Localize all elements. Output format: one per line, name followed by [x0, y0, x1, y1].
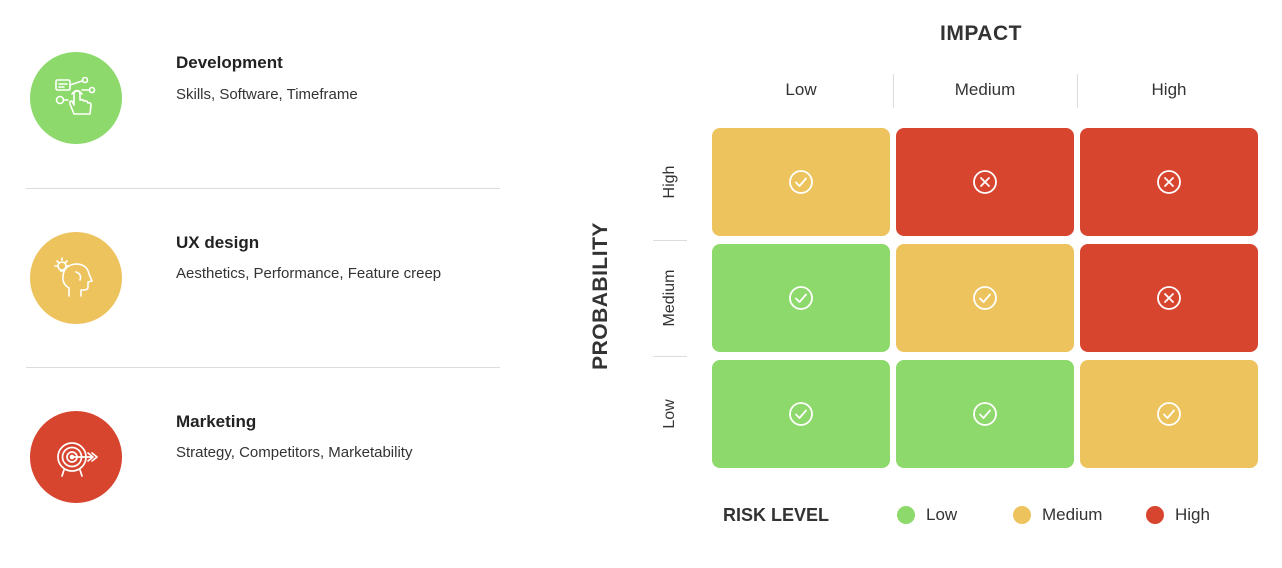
risk-cell-high-prob-high-impact [1080, 128, 1258, 236]
legend-label: High [1175, 505, 1210, 524]
risk-cell-medium-prob-high-impact [1080, 244, 1258, 352]
check-circle-icon [788, 169, 814, 195]
target-icon [57, 442, 98, 477]
item-title: Development [176, 53, 283, 72]
impact-level-low: Low [785, 80, 817, 99]
probability-level-medium: Medium [661, 269, 678, 327]
probability-level-high: High [661, 165, 678, 199]
column-separator [1077, 74, 1078, 108]
row-separator [653, 356, 687, 357]
legend-dot [1013, 506, 1031, 524]
risk-cell-low-prob-medium-impact [896, 360, 1074, 468]
risk-cell-low-prob-high-impact [1080, 360, 1258, 468]
probability-axis-title: PROBABILITY [589, 222, 612, 370]
divider [26, 367, 500, 368]
item-description: Skills, Software, Timeframe [176, 86, 358, 103]
probability-level-low: Low [661, 399, 678, 429]
legend-label: Medium [1042, 505, 1103, 524]
head-idea-icon [54, 257, 93, 297]
check-circle-icon [1156, 401, 1182, 427]
x-circle-icon [972, 169, 998, 195]
legend-title: RISK LEVEL [723, 505, 830, 525]
legend-item-low: Low [897, 505, 957, 525]
item-description: Aesthetics, Performance, Feature creep [176, 265, 442, 282]
impact-level-medium: Medium [954, 80, 1016, 99]
column-separator [893, 74, 894, 108]
check-circle-icon [972, 285, 998, 311]
risk-cell-medium-prob-low-impact [712, 244, 890, 352]
x-circle-icon [1156, 169, 1182, 195]
divider [26, 188, 500, 189]
row-separator [653, 240, 687, 241]
impact-axis-title: IMPACT [940, 22, 1022, 45]
legend-item-medium: Medium [1013, 505, 1102, 525]
item-description: Strategy, Competitors, Marketability [176, 444, 413, 461]
risk-cell-medium-prob-medium-impact [896, 244, 1074, 352]
check-circle-icon [788, 401, 814, 427]
risk-cell-high-prob-medium-impact [896, 128, 1074, 236]
ux-design-badge [30, 232, 122, 324]
risk-cell-low-prob-low-impact [712, 360, 890, 468]
legend-label: Low [926, 505, 958, 524]
impact-level-high: High [1151, 80, 1187, 99]
check-circle-icon [972, 401, 998, 427]
item-title: Marketing [176, 412, 257, 431]
check-circle-icon [788, 285, 814, 311]
item-title: UX design [176, 233, 260, 252]
hand-touch-icon [55, 76, 96, 115]
risk-cell-high-prob-low-impact [712, 128, 890, 236]
development-badge [30, 52, 122, 144]
legend-dot [897, 506, 915, 524]
marketing-badge [30, 411, 122, 503]
x-circle-icon [1156, 285, 1182, 311]
legend-dot [1146, 506, 1164, 524]
legend-item-high: High [1146, 505, 1210, 525]
